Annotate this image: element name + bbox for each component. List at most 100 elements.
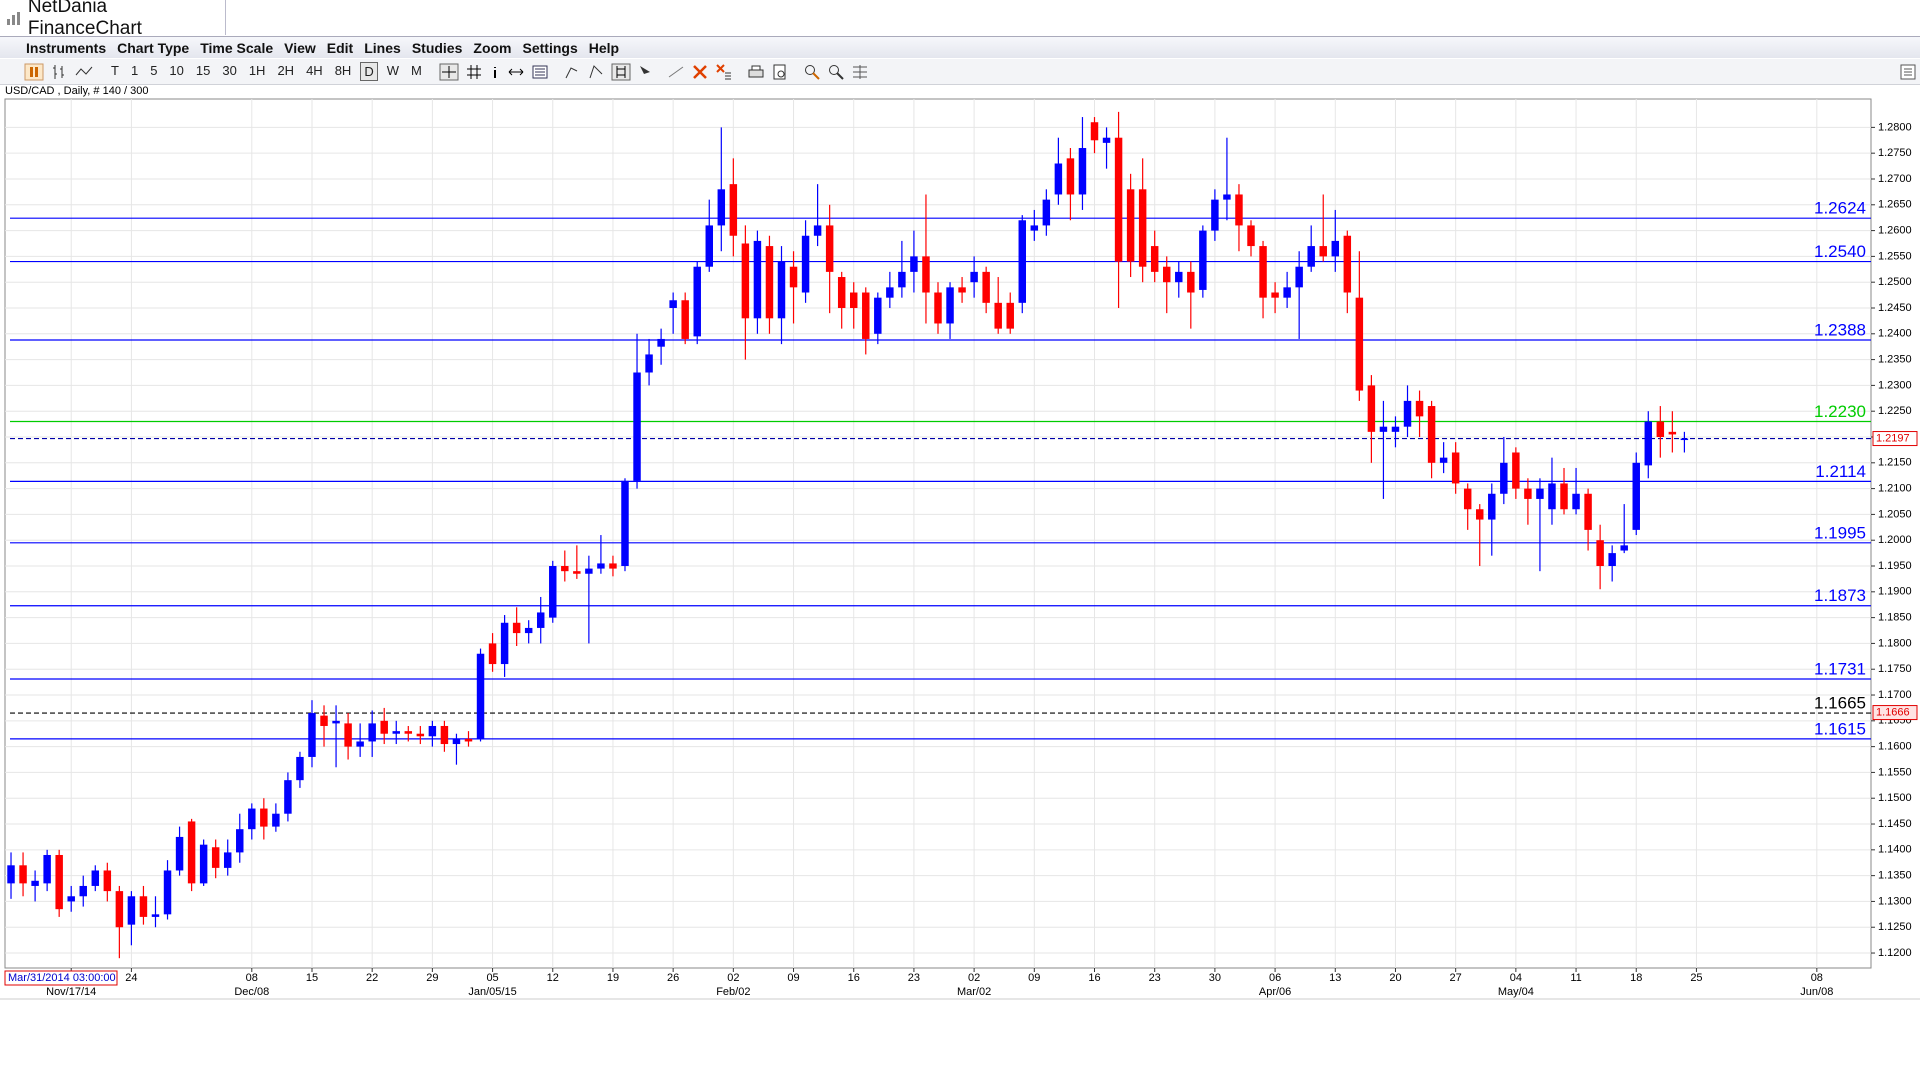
toolbar-icon[interactable] bbox=[715, 63, 733, 81]
candle-body bbox=[946, 287, 954, 324]
y-tick-label: 1.1250 bbox=[1878, 921, 1912, 933]
timeframe-button[interactable]: M bbox=[411, 63, 422, 78]
candle-body bbox=[31, 880, 39, 886]
timeframe-button[interactable]: 1H bbox=[248, 63, 266, 78]
toolbar-icon[interactable] bbox=[563, 63, 581, 81]
candle-body bbox=[1367, 385, 1376, 432]
toolbar-icon[interactable] bbox=[827, 63, 845, 81]
timeframe-button[interactable]: 15 bbox=[195, 63, 211, 78]
candle-body bbox=[705, 225, 713, 267]
y-tick-label: 1.2600 bbox=[1878, 224, 1912, 236]
candle-body bbox=[416, 733, 425, 737]
timeframe-button[interactable]: 1 bbox=[130, 63, 139, 78]
toolbar-icon[interactable] bbox=[747, 63, 765, 81]
menu-item[interactable]: Zoom bbox=[473, 39, 512, 56]
toolbar-icon[interactable] bbox=[439, 63, 459, 81]
x-tick-label: 12 bbox=[547, 972, 559, 984]
candle-body bbox=[1066, 158, 1075, 195]
candle-body bbox=[573, 571, 581, 574]
toolbar-icon[interactable] bbox=[771, 63, 789, 81]
timeframe-button[interactable]: 8H bbox=[334, 63, 352, 78]
toolbar-icon[interactable] bbox=[637, 63, 653, 81]
toolbar-icon[interactable] bbox=[465, 63, 483, 81]
candle-body bbox=[1114, 137, 1123, 262]
level-label: 1.2114 bbox=[1815, 462, 1866, 481]
toolbar-icon[interactable] bbox=[803, 63, 821, 81]
timeframe-button[interactable]: T bbox=[111, 63, 119, 78]
timeframe-button[interactable]: D bbox=[360, 62, 378, 81]
candle-body bbox=[1006, 302, 1014, 329]
candle-body bbox=[994, 302, 1002, 329]
candle-body bbox=[500, 622, 509, 665]
toolbar-icon[interactable] bbox=[507, 63, 525, 81]
candle-body bbox=[79, 885, 87, 897]
toolbar-icon[interactable] bbox=[74, 63, 94, 81]
timeframe-button[interactable]: 10 bbox=[169, 63, 184, 78]
x-tick-label: 02 bbox=[727, 972, 739, 984]
candle-body bbox=[1632, 462, 1640, 530]
candle-body bbox=[43, 854, 51, 884]
x-month-label: Feb/02 bbox=[716, 986, 750, 998]
menu-item[interactable]: Help bbox=[588, 39, 620, 56]
menu-item[interactable]: Chart Type bbox=[117, 39, 190, 56]
candle-body bbox=[1283, 287, 1291, 298]
toolbar-icon[interactable] bbox=[50, 63, 68, 81]
x-tick-label: 29 bbox=[426, 972, 438, 984]
candle-body bbox=[115, 891, 124, 928]
level-label: 1.1615 bbox=[1814, 719, 1866, 738]
last-price-box bbox=[1872, 431, 1918, 447]
toolbar-icon[interactable] bbox=[489, 63, 501, 81]
candle-body bbox=[67, 896, 75, 902]
panel-icon[interactable] bbox=[1900, 64, 1916, 80]
timeframe-button[interactable]: 4H bbox=[306, 63, 323, 78]
y-tick-label: 1.1350 bbox=[1878, 870, 1912, 882]
candle-body bbox=[536, 612, 545, 628]
menu-item[interactable]: Edit bbox=[326, 39, 354, 56]
candle-body bbox=[1235, 194, 1243, 226]
y-tick-label: 1.1700 bbox=[1878, 689, 1912, 701]
candle-body bbox=[837, 277, 846, 308]
menu-item[interactable]: Settings bbox=[522, 39, 578, 56]
y-tick-label: 1.1200 bbox=[1878, 947, 1912, 959]
x-tick-label: 09 bbox=[1028, 972, 1040, 984]
candle-body bbox=[693, 266, 701, 337]
candle-body bbox=[272, 813, 280, 827]
toolbar-icon[interactable] bbox=[587, 63, 605, 81]
candle-body bbox=[19, 865, 27, 884]
y-tick-label: 1.1450 bbox=[1878, 818, 1912, 830]
toolbar-icon[interactable] bbox=[691, 63, 709, 81]
candle-body bbox=[1548, 483, 1556, 510]
candle-body bbox=[1584, 493, 1592, 530]
menu-item[interactable]: Time Scale bbox=[200, 39, 274, 56]
candle-body bbox=[1018, 220, 1027, 303]
candle-body bbox=[380, 720, 388, 734]
x-tick-label: 05 bbox=[486, 972, 498, 984]
timeframe-button[interactable]: W bbox=[386, 63, 399, 78]
y-tick-label: 1.2150 bbox=[1878, 457, 1912, 469]
candle-body bbox=[1247, 225, 1255, 247]
menu-item[interactable]: Lines bbox=[364, 39, 401, 56]
toolbar-icon[interactable] bbox=[611, 63, 631, 81]
toolbar-icon[interactable] bbox=[851, 63, 869, 81]
timeframe-button[interactable]: 30 bbox=[222, 63, 237, 78]
timeframe-group: T 1 5 10 15 30 1H 2H 4H 8H D W M bbox=[108, 62, 425, 81]
menu-item[interactable]: Studies bbox=[411, 39, 463, 56]
menu-item[interactable]: View bbox=[284, 39, 316, 56]
y-tick-label: 1.2050 bbox=[1878, 508, 1912, 520]
candle-body bbox=[1331, 240, 1340, 257]
toolbar-icon[interactable] bbox=[531, 63, 549, 81]
candle-body bbox=[717, 189, 726, 226]
candle-body bbox=[175, 836, 184, 871]
level-label: 1.1873 bbox=[1814, 586, 1866, 605]
timeframe-button[interactable]: 5 bbox=[150, 63, 158, 78]
menu-item[interactable]: Instruments bbox=[26, 39, 107, 56]
level-label: 1.1731 bbox=[1814, 660, 1866, 679]
toolbar-icon[interactable] bbox=[24, 63, 44, 81]
x-tick-label: 16 bbox=[848, 972, 860, 984]
timeframe-button[interactable]: 2H bbox=[277, 63, 295, 78]
toolbar-icon[interactable] bbox=[667, 63, 685, 81]
candle-body bbox=[1439, 457, 1448, 463]
window-tab[interactable]: NetDania FinanceChart bbox=[0, 0, 226, 39]
candle-body bbox=[1451, 452, 1460, 484]
